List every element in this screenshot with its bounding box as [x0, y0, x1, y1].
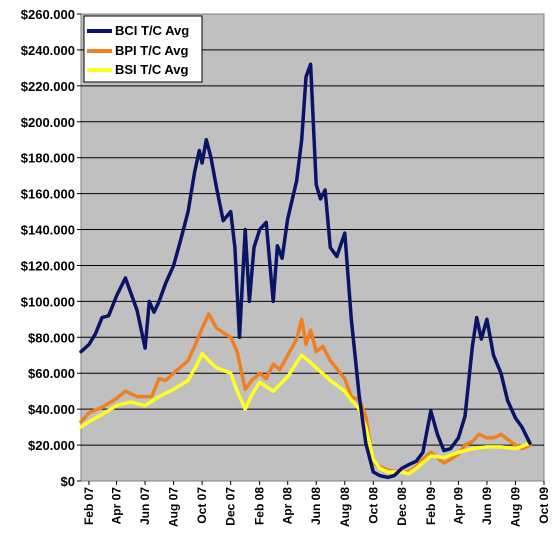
y-tick-label: $120.000	[21, 258, 75, 273]
y-tick-label: $20.000	[28, 438, 75, 453]
y-axis: $0 $20.000 $40.000 $60.000 $80.000 $100.000 $1…	[21, 7, 81, 489]
series-line-1	[79, 312, 532, 474]
legend-label-bsi: BSI T/C Avg	[115, 62, 188, 77]
x-tick-label: Jun 07	[138, 487, 152, 525]
series-lines	[79, 62, 532, 480]
y-tick-label: $260.000	[21, 7, 75, 22]
y-tick-label: $40.000	[28, 402, 75, 417]
y-tick-label: $60.000	[28, 366, 75, 381]
y-tick-label: $180.000	[21, 151, 75, 166]
y-tick-label: $0	[61, 474, 75, 489]
x-tick-label: Feb 07	[82, 487, 96, 525]
series-line-0	[79, 62, 532, 480]
x-tick-label: Feb 09	[424, 487, 438, 525]
legend: BCI T/C Avg BPI T/C Avg BSI T/C Avg	[83, 15, 203, 83]
y-tick-label: $200.000	[21, 115, 75, 130]
x-tick-label: Aug 09	[508, 487, 522, 527]
y-tick-label: $140.000	[21, 223, 75, 238]
x-tick-label: Apr 08	[281, 487, 295, 525]
x-tick-label: Dec 07	[224, 487, 238, 526]
x-tick-label: Aug 07	[167, 487, 181, 527]
x-tick-label: Aug 08	[338, 487, 352, 527]
x-tick-label: Apr 09	[451, 487, 465, 525]
x-tick-label: Jun 08	[309, 487, 323, 525]
y-tick-label: $160.000	[21, 187, 75, 202]
x-tick-label: Dec 08	[395, 487, 409, 526]
x-tick-label: Jun 09	[480, 487, 494, 525]
x-axis: Feb 07 Apr 07 Jun 07 Aug 07 Oct 07 Dec 07 Feb …	[82, 481, 551, 527]
series-line-2	[79, 351, 532, 476]
x-tick-label: Feb 08	[253, 487, 267, 525]
y-tick-label: $100.000	[21, 294, 75, 309]
legend-label-bpi: BPI T/C Avg	[115, 43, 188, 58]
x-tick-label: Apr 07	[110, 487, 124, 525]
y-tick-label: $80.000	[28, 330, 75, 345]
y-tick-label: $240.000	[21, 43, 75, 58]
y-tick-label: $220.000	[21, 79, 75, 94]
x-tick-label: Oct 07	[195, 487, 209, 524]
x-tick-label: Oct 09	[537, 487, 551, 524]
legend-label-bci: BCI T/C Avg	[115, 23, 189, 38]
x-tick-label: Oct 08	[366, 487, 380, 524]
